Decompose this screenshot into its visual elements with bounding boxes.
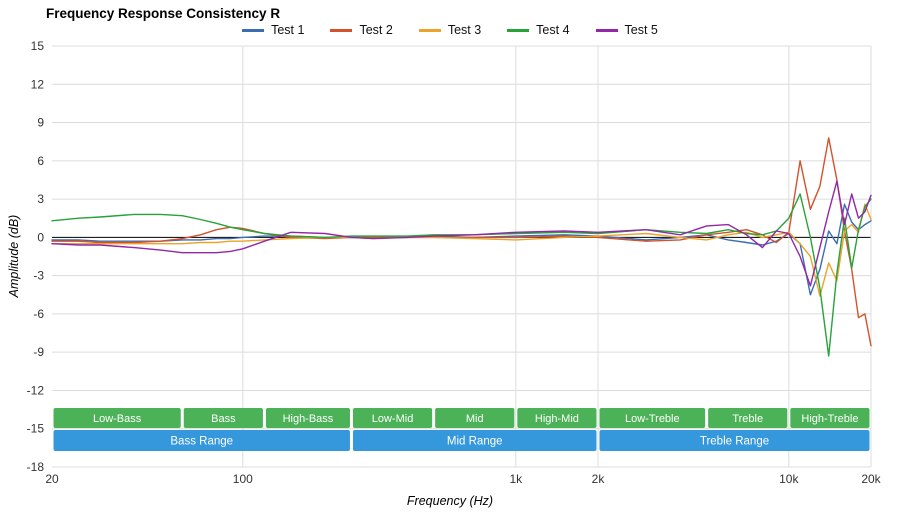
chart-title: Frequency Response Consistency R — [46, 6, 281, 21]
y-tick-label: 9 — [37, 116, 44, 130]
range-label-bass-range: Bass Range — [170, 436, 233, 448]
legend-item-test-5: Test 5 — [595, 23, 658, 37]
y-tick-label: -6 — [33, 307, 44, 321]
y-tick-label: -9 — [33, 345, 44, 359]
x-tick-label: 2k — [592, 472, 606, 486]
band-label-low-bass: Low-Bass — [93, 413, 142, 425]
band-low-mid — [352, 408, 433, 428]
band-label-high-mid: High-Mid — [535, 413, 579, 425]
band-label-high-bass: High-Bass — [283, 413, 334, 425]
series-line-test-1 — [51, 203, 872, 296]
x-tick-label: 1k — [509, 472, 523, 486]
band-label-treble: Treble — [732, 413, 763, 425]
legend-label-test-4: Test 4 — [536, 23, 570, 37]
range-label-treble-range: Treble Range — [700, 436, 769, 448]
legend-label-test-1: Test 1 — [271, 23, 305, 37]
series-line-test-4 — [51, 193, 872, 357]
range-treble-range — [599, 430, 870, 451]
band-treble — [708, 408, 788, 428]
y-tick-label: 15 — [31, 39, 45, 53]
x-tick-label: 10k — [779, 472, 799, 486]
range-mid-range — [352, 430, 597, 451]
y-tick-label: 6 — [37, 154, 44, 168]
legend-swatch-test-3 — [418, 28, 441, 32]
y-tick-label: -12 — [27, 383, 45, 397]
legend: Test 1 Test 2 Test 3 Test 4 Test 5 — [0, 23, 900, 37]
band-low-bass — [53, 408, 181, 428]
band-high-treble — [790, 408, 870, 428]
range-bass-range — [53, 430, 350, 451]
series-line-test-2 — [51, 137, 872, 347]
band-label-bass: Bass — [211, 413, 236, 425]
y-tick-label: 0 — [37, 230, 44, 244]
legend-label-test-5: Test 5 — [624, 23, 658, 37]
y-tick-label: 12 — [31, 77, 45, 91]
legend-item-test-2: Test 2 — [330, 23, 393, 37]
legend-swatch-test-2 — [330, 28, 353, 32]
y-axis-title: Amplitude (dB) — [7, 214, 21, 298]
x-axis-title: Frequency (Hz) — [406, 494, 494, 508]
band-label-mid: Mid — [466, 413, 484, 425]
legend-swatch-test-5 — [595, 28, 618, 32]
series-line-test-5 — [51, 180, 872, 287]
y-tick-label: -15 — [27, 422, 45, 436]
legend-label-test-2: Test 2 — [359, 23, 393, 37]
legend-swatch-test-4 — [507, 28, 530, 32]
x-tick-label: 20 — [45, 472, 59, 486]
band-high-mid — [517, 408, 597, 428]
x-tick-label: 20k — [861, 472, 881, 486]
y-tick-label: 3 — [37, 192, 44, 206]
band-label-low-mid: Low-Mid — [372, 413, 414, 425]
legend-swatch-test-1 — [242, 28, 265, 32]
band-bass — [183, 408, 263, 428]
x-tick-label: 100 — [233, 472, 253, 486]
y-tick-label: -18 — [27, 460, 45, 474]
y-tick-label: -3 — [33, 269, 44, 283]
range-label-mid-range: Mid Range — [447, 436, 503, 448]
band-label-low-treble: Low-Treble — [625, 413, 680, 425]
series-line-test-3 — [51, 203, 872, 297]
band-mid — [435, 408, 515, 428]
band-high-bass — [265, 408, 350, 428]
band-label-high-treble: High-Treble — [801, 413, 858, 425]
legend-item-test-1: Test 1 — [242, 23, 304, 37]
legend-label-test-3: Test 3 — [447, 23, 482, 37]
legend-item-test-3: Test 3 — [418, 23, 482, 37]
band-low-treble — [599, 408, 706, 428]
legend-item-test-4: Test 4 — [507, 23, 570, 37]
